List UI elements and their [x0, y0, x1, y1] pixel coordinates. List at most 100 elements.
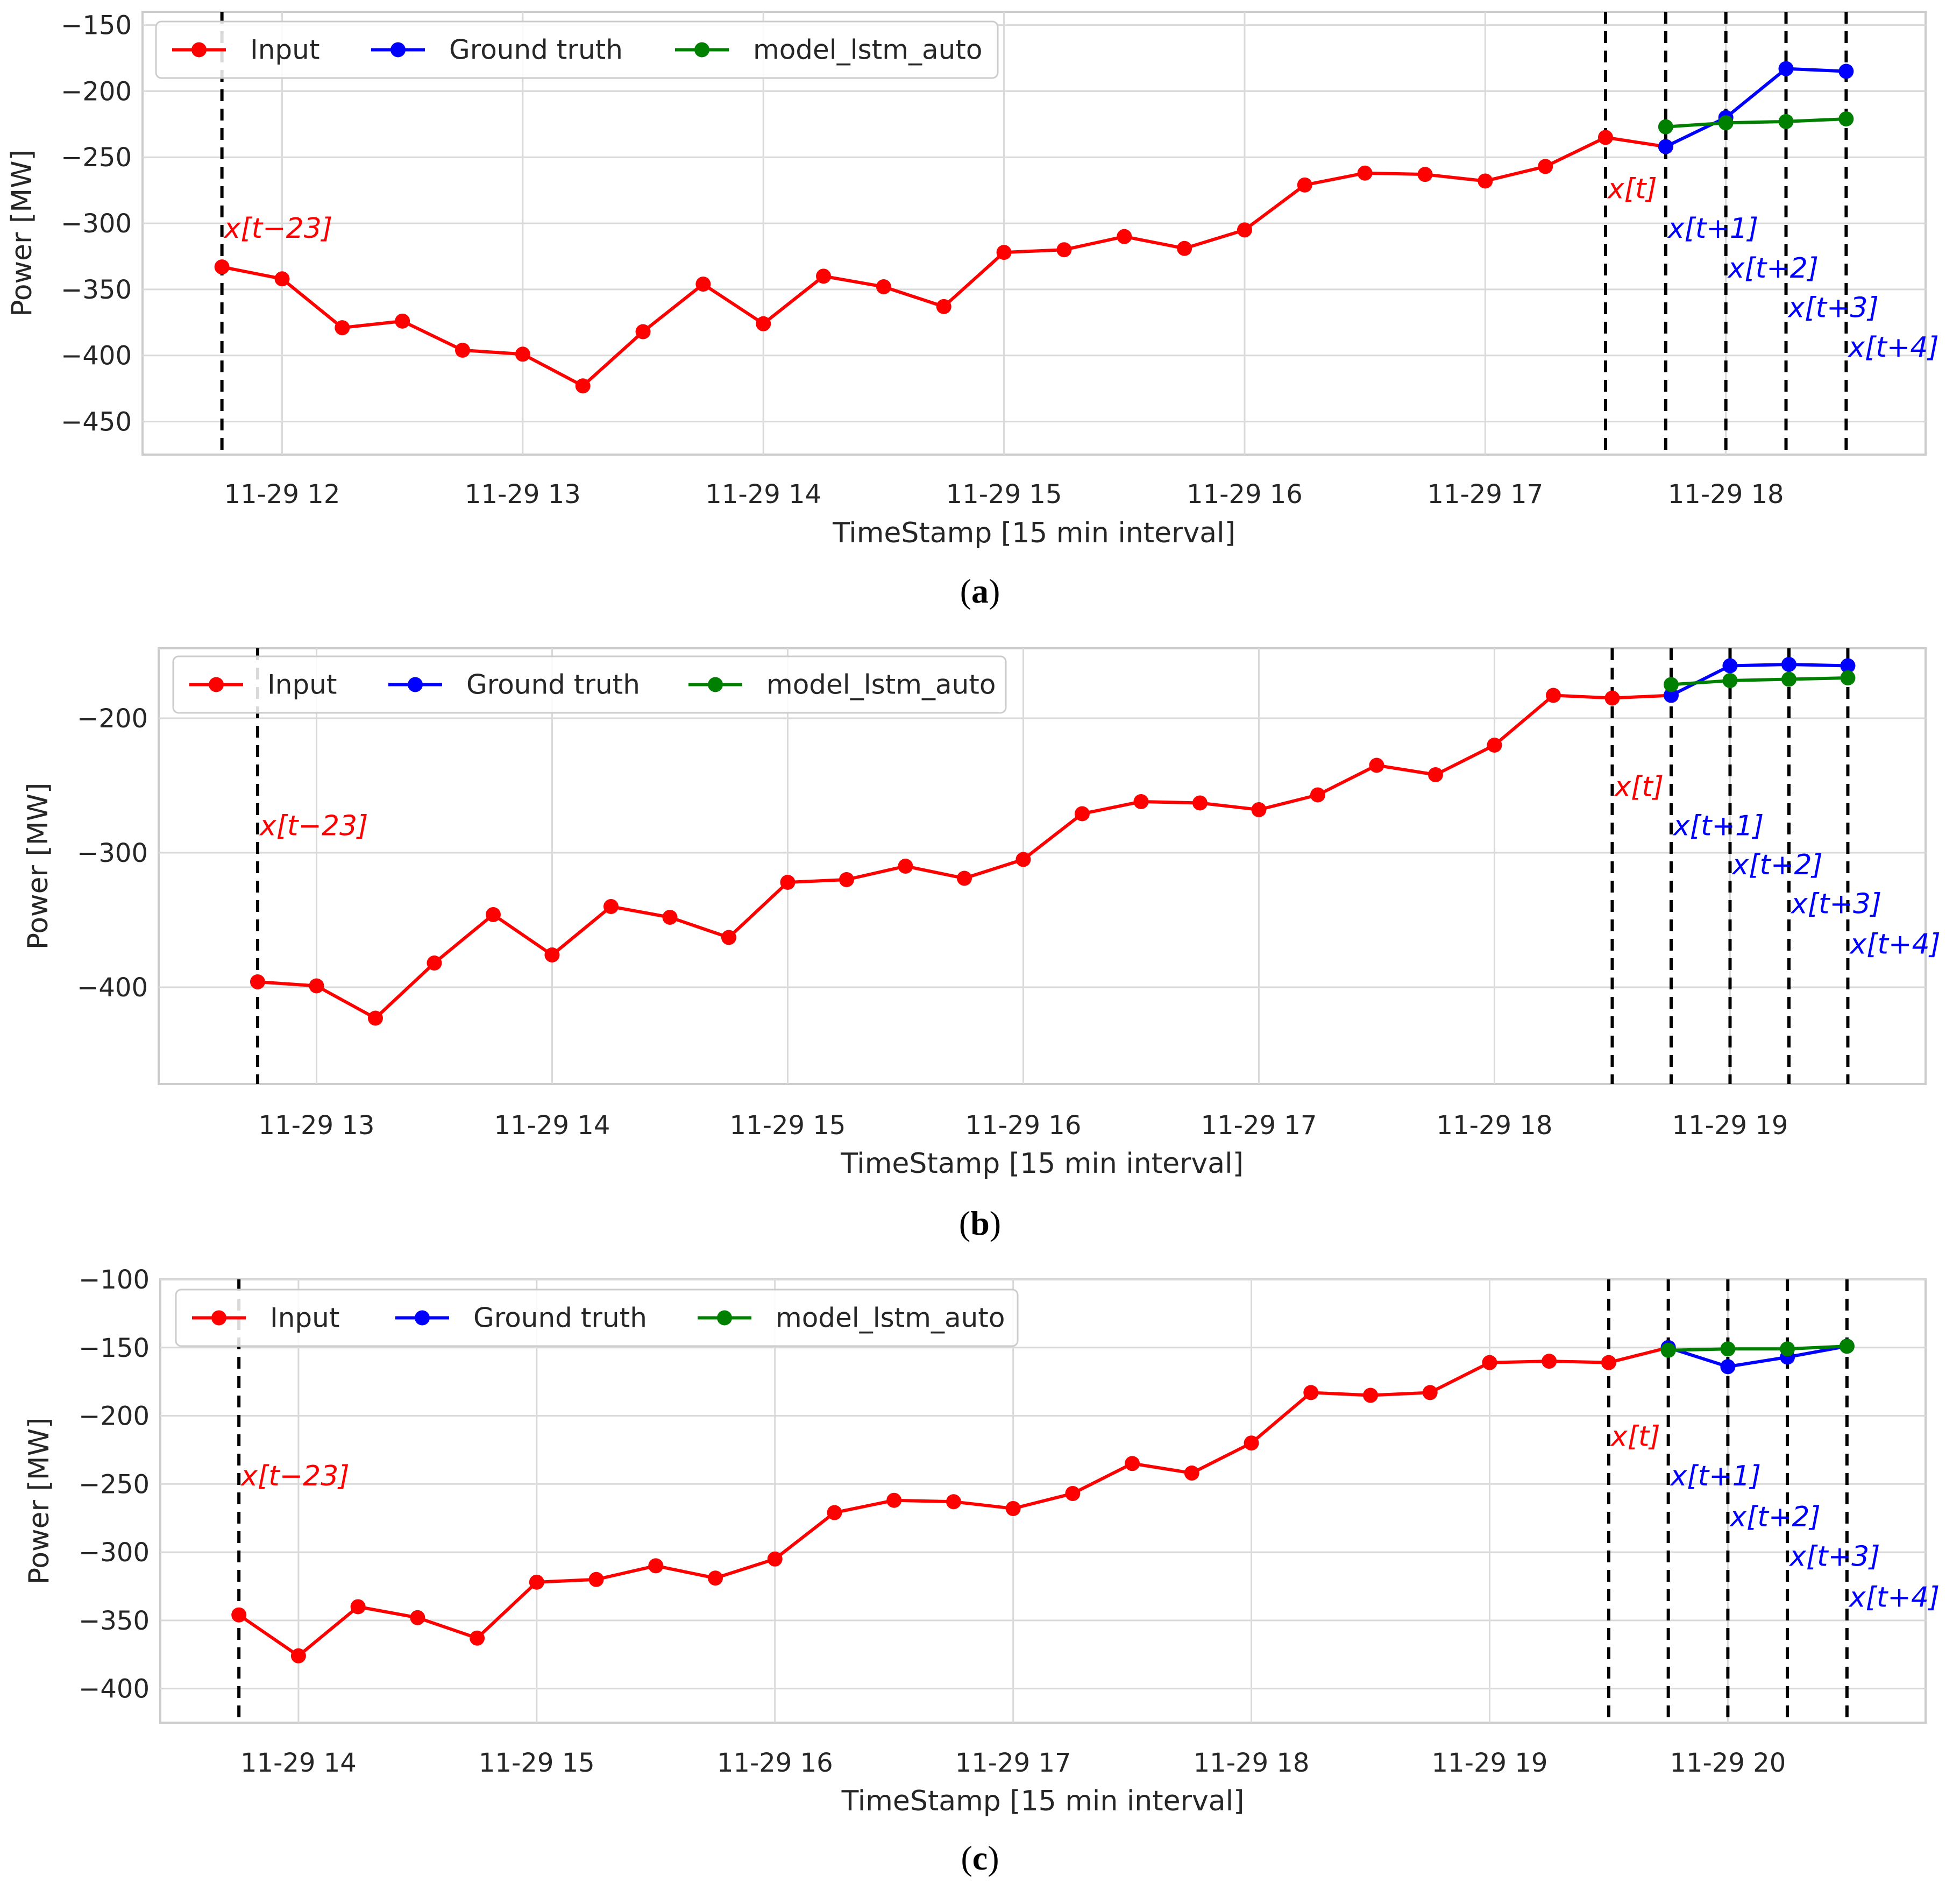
annotation-label: x[t] — [1607, 173, 1657, 205]
legend-marker — [209, 677, 224, 692]
x-tick-label: 11-29 16 — [1187, 479, 1303, 509]
y-tick-label: −300 — [61, 209, 132, 239]
data-point-input — [1133, 794, 1149, 809]
y-axis-label: Power [MW] — [22, 783, 54, 950]
y-tick-label: −200 — [79, 1401, 150, 1432]
data-point-input — [1538, 159, 1553, 174]
y-tick-label: −150 — [61, 11, 132, 41]
data-point-ground-truth — [1840, 658, 1856, 674]
x-axis-label: TimeStamp [15 min interval] — [840, 1148, 1244, 1180]
x-tick-label: 11-29 20 — [1670, 1748, 1786, 1778]
y-tick-label: −200 — [61, 76, 132, 107]
x-tick-label: 11-29 15 — [730, 1110, 846, 1141]
data-point-input — [350, 1599, 366, 1615]
annotation-label: x[t−23] — [259, 810, 368, 843]
x-tick-label: 11-29 13 — [465, 479, 581, 509]
panel-c: 11-29 14 11-29 15 11-29 16 11-29 17 11-29 18… — [23, 1265, 1940, 1877]
data-point-input — [1604, 690, 1620, 706]
data-point-input — [635, 324, 651, 339]
x-tick-label: 11-29 18 — [1668, 479, 1784, 509]
x-tick-label: 11-29 13 — [259, 1110, 375, 1141]
legend-label: model_lstm_auto — [753, 34, 982, 66]
annotation-label: x[t+4] — [1847, 331, 1938, 364]
annotation-label: x[t+1] — [1672, 810, 1764, 843]
data-point-input — [529, 1574, 544, 1590]
data-point-input — [603, 899, 619, 914]
data-point-input — [1184, 1466, 1199, 1481]
data-point-input — [839, 872, 854, 887]
data-point-model-lstm-auto — [1838, 111, 1854, 126]
data-point-ground-truth — [1838, 63, 1854, 79]
annotation-label: x[t+2] — [1731, 849, 1822, 881]
data-point-input — [767, 1551, 783, 1567]
x-tick-label: 11-29 16 — [965, 1110, 1082, 1141]
data-point-input — [367, 1010, 383, 1026]
data-point-input — [756, 316, 771, 331]
series-line-ground-truth — [1665, 67, 1847, 148]
data-point-input — [395, 313, 410, 329]
series-line-model-lstm-auto — [1668, 1344, 1847, 1352]
y-tick-label: −400 — [79, 1674, 150, 1704]
data-point-input — [231, 1607, 247, 1623]
data-point-input — [956, 870, 972, 886]
y-axis-label: Power [MW] — [23, 1418, 55, 1585]
data-point-input — [816, 268, 832, 284]
annotation-label: x[t+3] — [1787, 292, 1879, 324]
data-point-model-lstm-auto — [1718, 115, 1734, 131]
legend-marker — [708, 677, 723, 692]
data-point-input — [721, 930, 736, 945]
legend-label: model_lstm_auto — [776, 1302, 1005, 1334]
data-point-input — [1417, 167, 1433, 182]
annotation-label: x[t+4] — [1848, 1581, 1940, 1613]
annotation-label: x[t+3] — [1790, 888, 1881, 921]
x-tick-label: 11-29 17 — [955, 1748, 1071, 1778]
data-point-input — [876, 279, 891, 294]
panel-b: 11-29 13 11-29 14 11-29 15 11-29 16 11-29 17… — [22, 647, 1941, 1242]
plot-area — [141, 11, 1927, 456]
data-point-input — [1310, 787, 1325, 803]
data-point-input — [1015, 852, 1031, 867]
y-tick-label: −400 — [77, 973, 148, 1003]
legend-marker — [717, 1310, 732, 1326]
data-point-input — [1598, 130, 1613, 145]
data-point-input — [886, 1492, 902, 1508]
y-tick-label: −300 — [77, 838, 148, 868]
y-axis-label: Power [MW] — [6, 150, 38, 317]
data-point-input — [707, 1570, 723, 1586]
data-point-input — [588, 1571, 604, 1587]
x-tick-label: 11-29 15 — [479, 1748, 595, 1778]
data-point-input — [1065, 1486, 1081, 1502]
data-point-input — [1251, 802, 1267, 817]
data-point-input — [290, 1648, 306, 1663]
data-point-model-lstm-auto — [1778, 114, 1794, 129]
data-point-input — [827, 1505, 842, 1520]
data-point-ground-truth — [1778, 61, 1794, 76]
data-point-input — [515, 346, 530, 362]
data-point-input — [1545, 688, 1561, 703]
series-line-model-lstm-auto — [1665, 117, 1847, 129]
data-point-input — [1074, 806, 1090, 822]
legend-marker — [415, 1310, 430, 1326]
data-point-input — [250, 974, 265, 989]
data-point-input — [1192, 795, 1208, 811]
annotation-label: x[t+2] — [1727, 252, 1819, 285]
panel-caption: (b) — [959, 1204, 1001, 1242]
annotation-label: x[t+2] — [1729, 1501, 1820, 1533]
legend-marker — [390, 42, 406, 58]
legend-marker — [191, 42, 207, 58]
legend-label: Input — [250, 34, 319, 66]
legend-label: Ground truth — [449, 34, 623, 66]
data-point-input — [1237, 222, 1252, 238]
data-point-input — [996, 245, 1012, 260]
annotation-label: x[t+1] — [1670, 1460, 1761, 1492]
data-point-input — [1244, 1435, 1259, 1451]
x-axis-label: TimeStamp [15 min interval] — [841, 1785, 1245, 1817]
data-point-input — [1357, 165, 1373, 181]
y-tick-label: −250 — [61, 143, 132, 173]
y-tick-label: −250 — [79, 1469, 150, 1499]
x-tick-label: 11-29 15 — [946, 479, 1062, 509]
data-point-input — [1428, 767, 1443, 782]
data-point-input — [410, 1610, 425, 1625]
data-point-input — [780, 875, 796, 890]
data-point-input — [274, 271, 290, 287]
